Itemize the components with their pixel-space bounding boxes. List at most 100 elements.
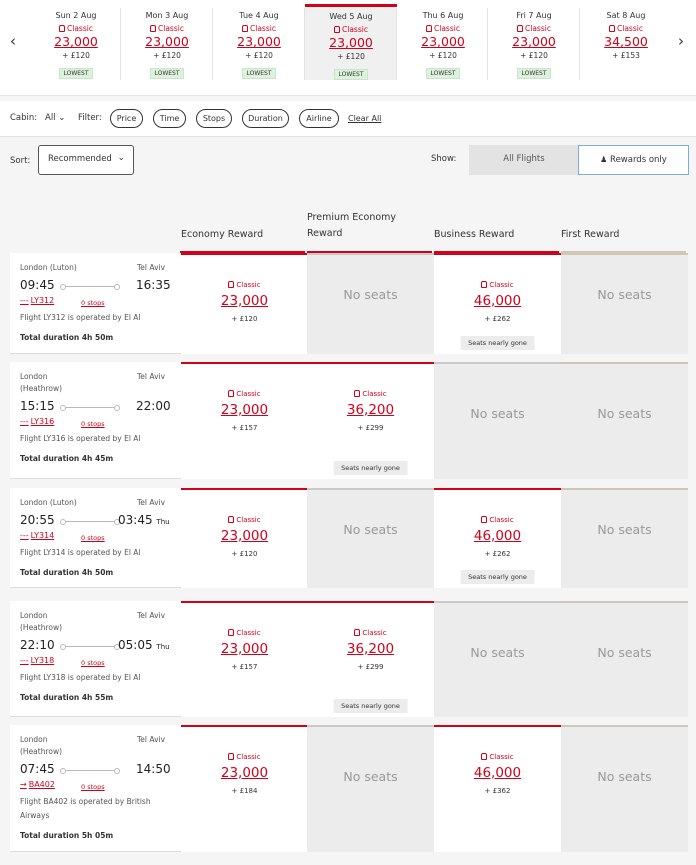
date-label: Fri 7 Aug [516,11,552,20]
stops-link[interactable]: 0 stops [81,659,105,667]
fare-class: Classic [213,24,305,33]
destination-city: Tel Aviv [137,735,166,744]
date-option[interactable]: Mon 3 Aug Classic 23,000 + £120 LOWEST [121,6,213,82]
fare-option[interactable]: Classic 46,000 + £362 [434,725,561,852]
fare-option[interactable]: Classic 23,000 + £157 [181,362,308,479]
fee: + £299 [357,663,384,671]
cabin-select[interactable]: All ⌄ [45,113,66,123]
date-option[interactable]: Sun 2 Aug Classic 23,000 + £120 LOWEST [30,6,122,82]
total-duration: Total duration 4h 45m [20,454,114,463]
origin-city: London (Heathrow) [20,611,63,632]
all-flights-toggle[interactable]: All Flights [469,145,579,175]
date-label: Sun 2 Aug [55,11,97,20]
departure-time: 15:15 [20,399,55,413]
fare-class: Classic [181,753,308,761]
fee: + £299 [357,424,384,432]
fare-class: Classic [181,516,308,524]
date-option[interactable]: Sat 8 Aug Classic 34,500 + £153 [580,6,672,82]
no-seats-cell: No seats [307,253,434,354]
date-option[interactable]: Wed 5 Aug Classic 23,000 + £120 LOWEST [305,4,397,80]
no-seats-label: No seats [597,645,652,660]
points-price: 23,000 [220,402,269,418]
destination-city: Tel Aviv [137,611,166,620]
no-seats-cell: No seats [561,488,688,588]
operator-text: Flight LY316 is operated by El Al [20,434,141,443]
filter-pill-airline[interactable]: Airline [299,109,339,128]
operator-text: Flight LY314 is operated by El Al [20,548,141,557]
flight-number-link[interactable]: --- LY316 [20,417,55,426]
seat-icon [242,25,249,32]
filter-bar: Cabin: All ⌄ Filter: Price Time Stops Du… [0,101,696,137]
filter-pill-stops[interactable]: Stops [196,109,232,128]
date-option[interactable]: Fri 7 Aug Classic 23,000 + £120 LOWEST [488,6,580,82]
origin-city: London (Luton) [20,263,77,272]
fee: + £262 [484,315,511,323]
lowest-badge: LOWEST [59,68,93,79]
fare-class: Classic [307,390,434,398]
route-indicator: --- [20,656,29,665]
flight-row: London (Heathrow) Tel Aviv 07:45 14:50 → BA40… [10,725,689,852]
chevron-down-icon: ⌄ [58,113,66,123]
seat-icon [354,390,361,397]
filter-pill-duration[interactable]: Duration [242,109,289,128]
column-header-first: First Reward [561,229,620,240]
stops-link[interactable]: 0 stops [81,420,105,428]
fare-option[interactable]: Classic 23,000 + £120 [181,253,308,354]
filter-pill-price[interactable]: Price [110,109,143,128]
no-seats-label: No seats [597,287,652,302]
date-strip: ‹ › Sun 2 Aug Classic 23,000 + £120 LOWEST Mo… [0,0,696,96]
stops-link[interactable]: 0 stops [81,299,105,307]
fee: + £362 [484,787,511,795]
show-label: Show: [431,154,457,164]
points-price: 46,000 [473,765,522,781]
flight-number-link[interactable]: --- LY314 [20,531,55,540]
clear-all-link[interactable]: Clear All [348,114,382,123]
lowest-badge: LOWEST [334,69,368,80]
fare-option[interactable]: Classic 23,000 + £157 [181,601,308,717]
chevron-right-icon[interactable]: › [678,32,684,50]
sort-select[interactable]: Recommended ⌄ [38,145,134,175]
no-seats-label: No seats [470,406,525,421]
seat-icon [609,25,616,32]
arrival-time: 14:50 [136,762,171,776]
points-price: 23,000 [512,34,556,49]
fee: + £120 [245,51,273,60]
destination-city: Tel Aviv [137,263,166,272]
column-header-business: Business Reward [434,229,515,240]
fare-option[interactable]: Classic 46,000 + £262 Seats nearly gone [434,488,561,588]
points-price: 23,000 [145,34,189,49]
flight-number-link[interactable]: → BA402 [20,780,55,789]
date-option[interactable]: Thu 6 Aug Classic 23,000 + £120 LOWEST [397,6,489,82]
fare-option[interactable]: Classic 23,000 + £120 [181,488,308,588]
rewards-only-toggle[interactable]: ♟ Rewards only [578,145,689,175]
fare-option[interactable]: Classic 23,000 + £184 [181,725,308,852]
no-seats-label: No seats [343,769,398,784]
seat-icon [426,25,433,32]
stops-link[interactable]: 0 stops [81,783,105,791]
arrival-day: Thu [156,643,170,651]
seats-nearly-gone-badge: Seats nearly gone [460,336,535,350]
seat-icon: ♟ [600,155,608,164]
filter-pill-time[interactable]: Time [153,109,186,128]
seats-nearly-gone-badge: Seats nearly gone [333,461,408,475]
chevron-left-icon[interactable]: ‹ [10,32,16,50]
route-line [60,519,120,525]
fare-option[interactable]: Classic 36,200 + £299 Seats nearly gone [307,601,434,717]
fee: + £184 [231,787,258,795]
arrival-time: 05:05 Thu [118,638,170,652]
fare-class: Classic [434,281,561,289]
fee: + £157 [231,663,258,671]
flight-number-link[interactable]: --- LY318 [20,656,55,665]
flight-info: London (Luton) Tel Aviv 09:45 16:35 --- LY312… [10,253,181,354]
route-indicator: --- [20,296,29,305]
stops-link[interactable]: 0 stops [81,534,105,542]
date-option[interactable]: Tue 4 Aug Classic 23,000 + £120 LOWEST [213,6,305,82]
fee: + £120 [153,51,181,60]
seat-icon [334,26,341,33]
fare-option[interactable]: Classic 36,200 + £299 Seats nearly gone [307,362,434,479]
flight-number-link[interactable]: --- LY312 [20,296,55,305]
fare-option[interactable]: Classic 46,000 + £262 Seats nearly gone [434,253,561,354]
flight-row: London (Luton) Tel Aviv 09:45 16:35 --- LY312… [10,253,689,354]
no-seats-cell: No seats [307,488,434,588]
departure-time: 07:45 [20,762,55,776]
